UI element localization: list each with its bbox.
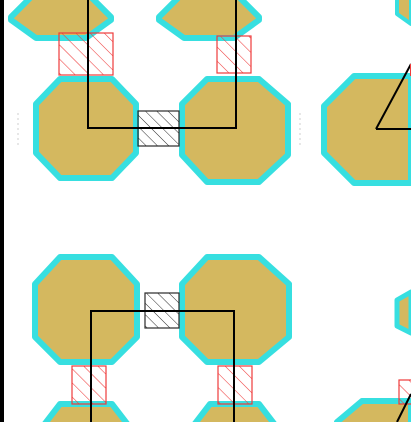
right-partial-cluster [321, 0, 411, 422]
red-link-right-bottom [398, 379, 411, 405]
bottom-left-cluster [32, 254, 292, 422]
pad-tl-bottom-left [33, 76, 139, 181]
pad-right-edge-top [395, 0, 411, 26]
wire-tl-left [87, 0, 237, 129]
pad-tl-top-left [8, 0, 114, 41]
pad-bl-bottom-left [42, 401, 130, 422]
left-border-line [0, 0, 4, 422]
pad-tl-top-right [156, 0, 262, 41]
guide-marks [17, 113, 301, 145]
pad-bl-top-left [32, 254, 140, 365]
pad-bl-top-right [179, 254, 292, 365]
pad-right-edge-middle [394, 289, 411, 336]
wire-bl [90, 310, 235, 422]
top-left-cluster [8, 0, 291, 185]
red-link-tl-right [216, 35, 252, 74]
red-link-bl-left [71, 365, 107, 405]
red-link-tl-left [58, 32, 114, 76]
wire-right-bottom [396, 393, 411, 422]
wire-right-top [375, 63, 411, 130]
pad-tl-bottom-right [179, 76, 291, 185]
